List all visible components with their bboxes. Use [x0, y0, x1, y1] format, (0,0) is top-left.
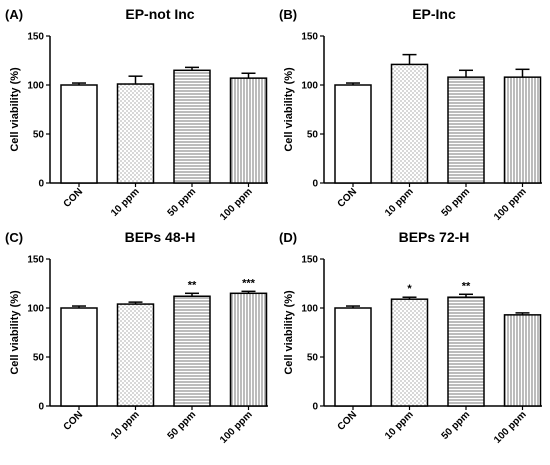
x-tick-label: CON: [62, 409, 86, 433]
x-tick-label: CON: [336, 409, 360, 433]
x-tick-label: 10 ppm: [383, 409, 416, 442]
x-tick-label: CON: [336, 186, 360, 210]
y-tick-label: 0: [312, 179, 318, 190]
bar: [447, 76, 485, 184]
y-tick-label: 150: [27, 255, 44, 266]
chart-title: BEPs 48-H: [125, 229, 196, 245]
panel-label: (D): [279, 230, 297, 245]
bar: [503, 76, 542, 184]
panel-label: (A): [5, 7, 23, 22]
bar: [503, 314, 542, 407]
bar: [390, 63, 429, 184]
significance-label: *: [407, 283, 412, 295]
y-tick-label: 0: [312, 402, 318, 413]
y-tick-label: 50: [307, 130, 319, 141]
y-axis-label: Cell viability (%): [9, 290, 21, 375]
chart-panel-4: (D) BEPs 72-H Cell viability (%) 0 50 100 150 C…: [279, 229, 542, 446]
y-tick-label: 150: [301, 255, 318, 266]
y-tick-label: 0: [38, 402, 44, 413]
bar: [60, 84, 98, 184]
y-axis-label: Cell viability (%): [283, 290, 295, 375]
bar: [173, 295, 211, 407]
bar: [334, 307, 372, 407]
bar: [390, 298, 429, 407]
chart-panel-1: (A) EP-not Inc Cell viability (%) 0 50 100 150…: [5, 6, 268, 223]
chart-panel-3: (C) BEPs 48-H Cell viability (%) 0 50 100 150 C…: [5, 229, 268, 446]
x-tick-label: 50 ppm: [440, 409, 473, 442]
y-tick-label: 150: [27, 32, 44, 43]
bar: [116, 83, 155, 184]
y-tick-label: 100: [301, 304, 318, 315]
bar: [173, 69, 211, 184]
bar: [447, 296, 485, 407]
x-tick-label: 10 ppm: [109, 186, 142, 219]
x-tick-label: 50 ppm: [166, 186, 199, 219]
y-tick-label: 50: [33, 353, 45, 364]
x-tick-label: 100 ppm: [218, 186, 255, 223]
panel-label: (B): [279, 7, 297, 22]
x-tick-label: 10 ppm: [383, 186, 416, 219]
y-tick-label: 100: [301, 81, 318, 92]
bar: [334, 84, 372, 184]
x-tick-label: CON: [62, 186, 86, 210]
significance-label: **: [462, 280, 471, 292]
x-tick-label: 50 ppm: [166, 409, 199, 442]
significance-label: **: [188, 279, 197, 291]
x-tick-label: 100 ppm: [218, 409, 255, 446]
x-tick-label: 100 ppm: [492, 186, 529, 223]
y-axis-label: Cell viability (%): [283, 67, 295, 152]
bar: [116, 303, 155, 407]
y-tick-label: 150: [301, 32, 318, 43]
x-tick-label: 50 ppm: [440, 186, 473, 219]
y-axis-label: Cell viability (%): [9, 67, 21, 152]
chart-title: EP-Inc: [412, 6, 456, 22]
chart-title: BEPs 72-H: [399, 229, 470, 245]
chart-panel-2: (B) EP-Inc Cell viability (%) 0 50 100 150 CON 1…: [279, 6, 542, 223]
bar: [229, 77, 268, 184]
bar: [60, 307, 98, 407]
panel-label: (C): [5, 230, 23, 245]
y-tick-label: 50: [307, 353, 319, 364]
y-tick-label: 0: [38, 179, 44, 190]
y-tick-label: 50: [33, 130, 45, 141]
x-tick-label: 100 ppm: [492, 409, 529, 446]
significance-label: ***: [242, 277, 256, 289]
x-tick-label: 10 ppm: [109, 409, 142, 442]
bar: [229, 292, 268, 407]
chart-title: EP-not Inc: [125, 6, 194, 22]
y-tick-label: 100: [27, 81, 44, 92]
y-tick-label: 100: [27, 304, 44, 315]
